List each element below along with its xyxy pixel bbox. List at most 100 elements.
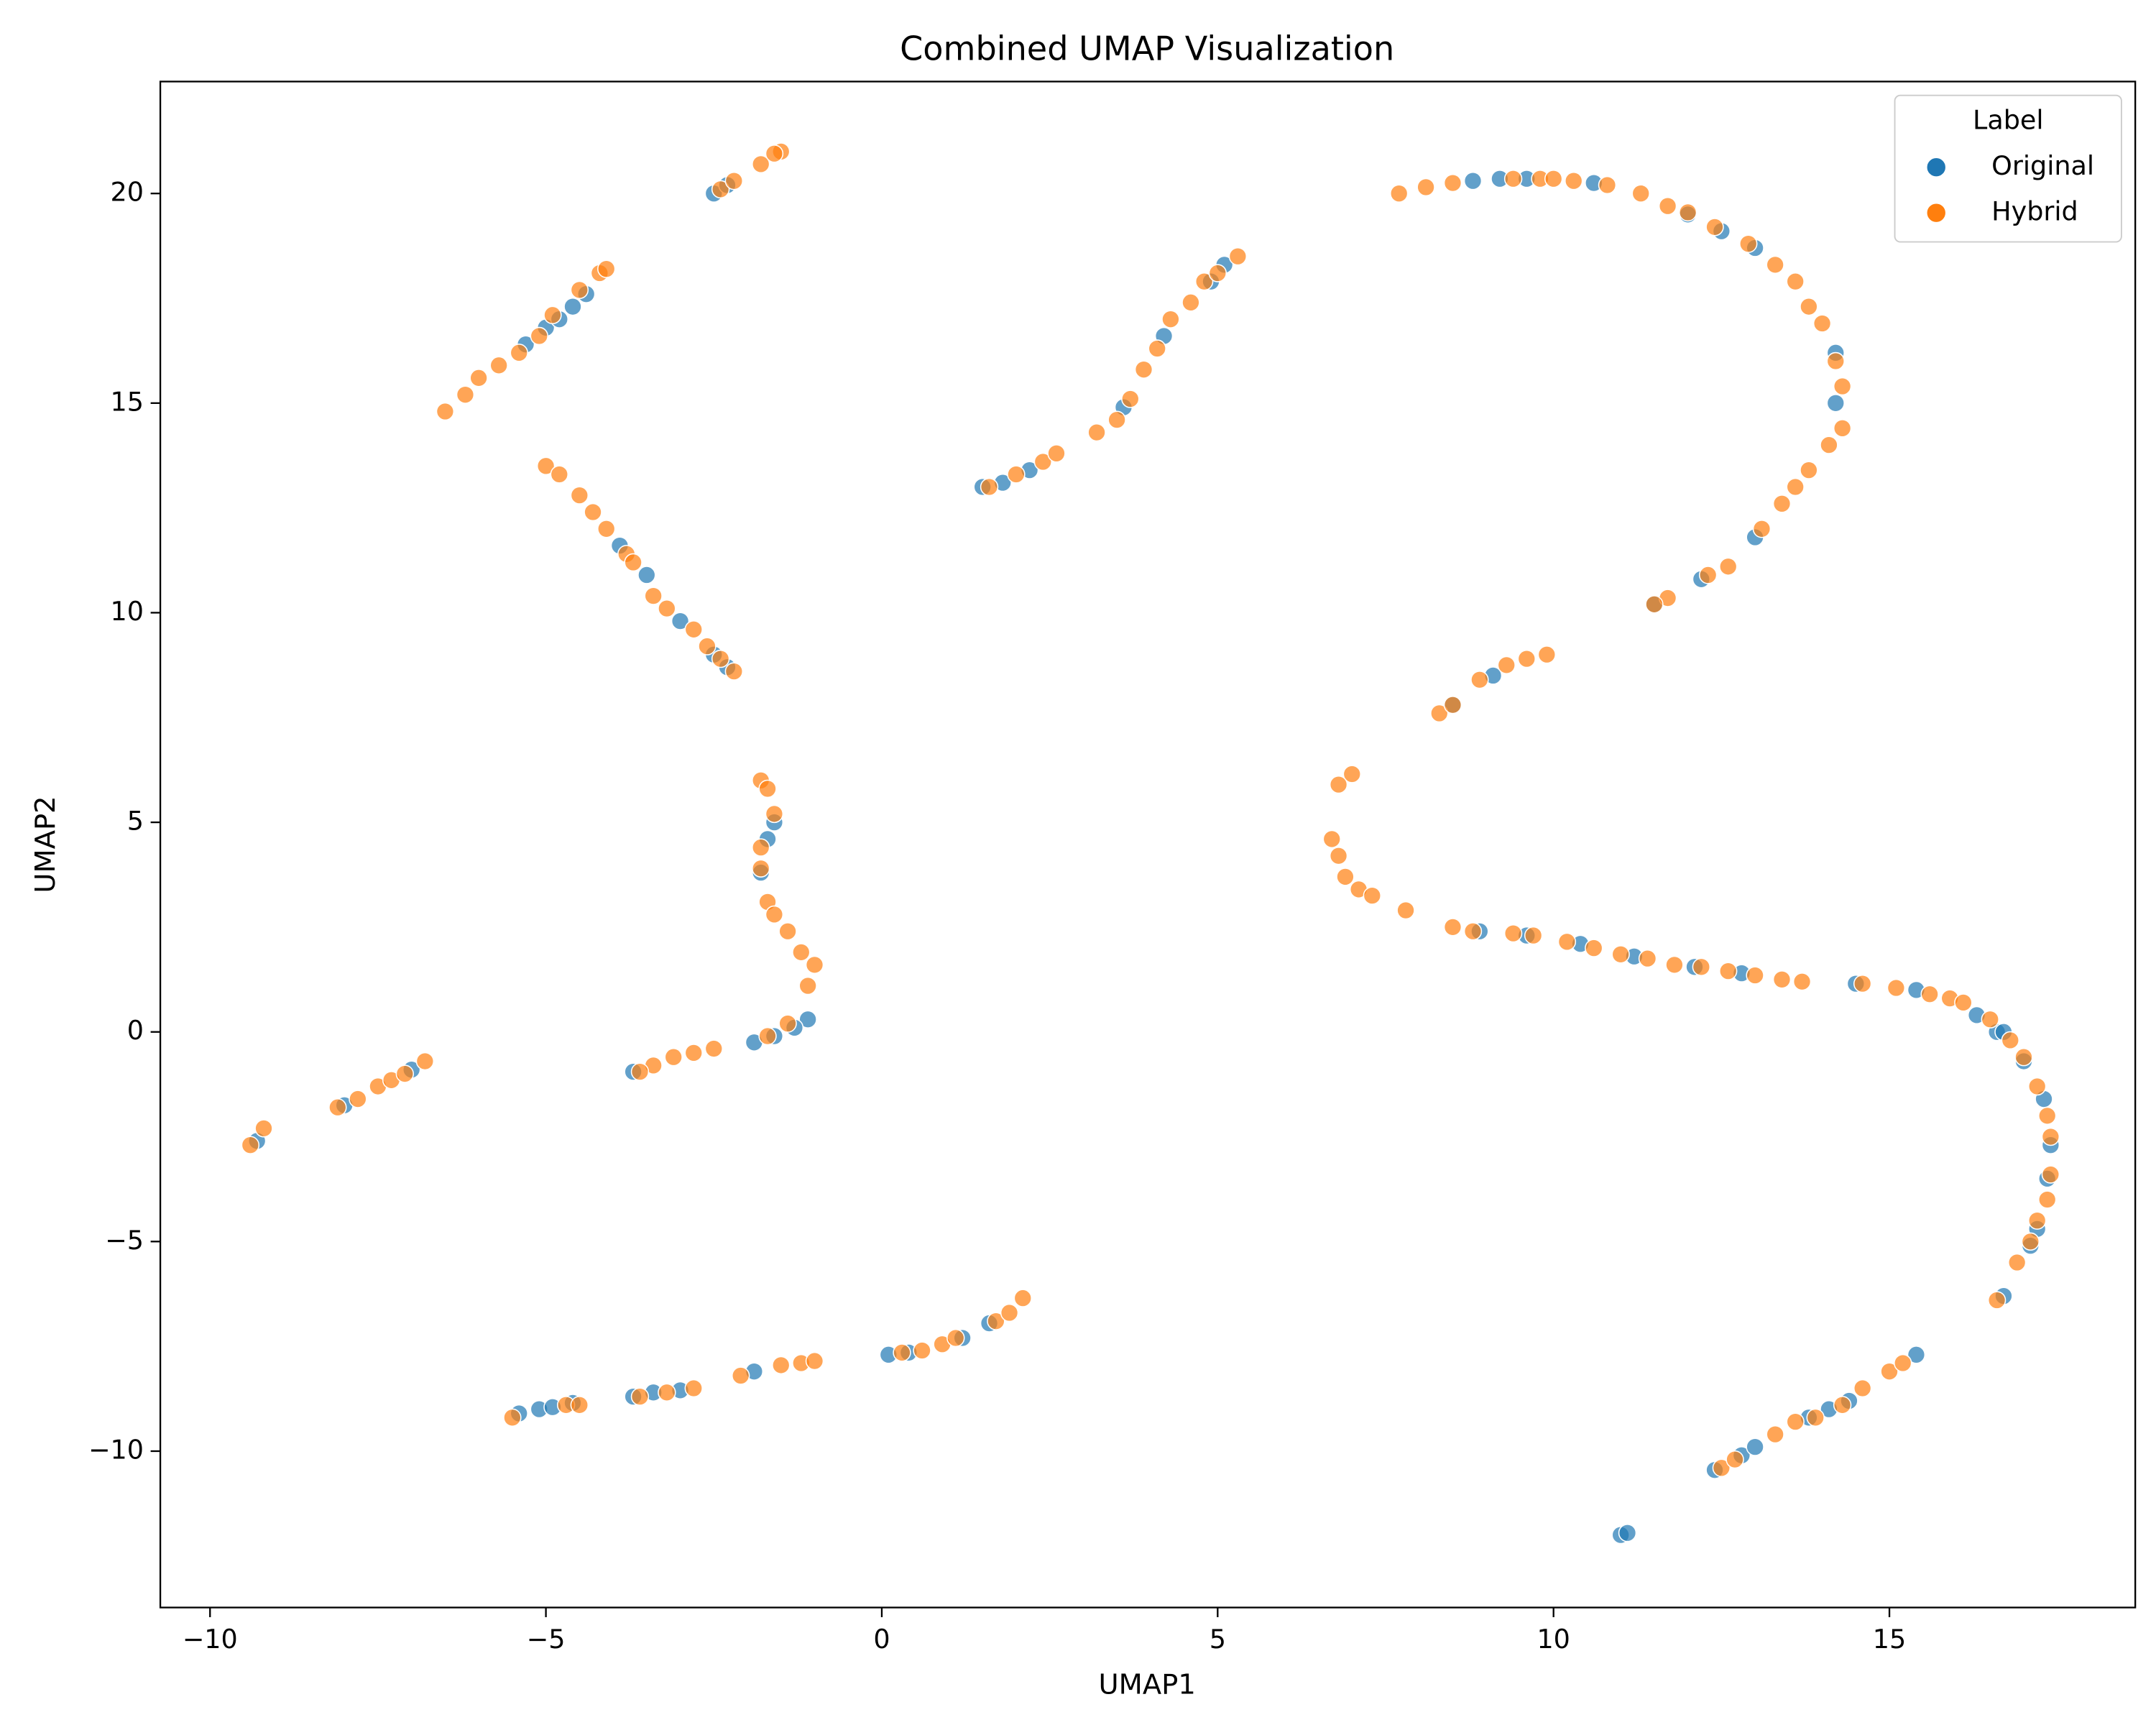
point bbox=[2027, 1211, 2047, 1230]
point bbox=[772, 1356, 791, 1375]
point bbox=[711, 649, 730, 668]
x-tick-label: 10 bbox=[1537, 1624, 1570, 1655]
point bbox=[241, 1136, 260, 1154]
point bbox=[1826, 394, 1845, 413]
point bbox=[536, 456, 556, 476]
point bbox=[758, 779, 777, 799]
point bbox=[1503, 924, 1523, 943]
point bbox=[1598, 175, 1617, 195]
legend-marker bbox=[1926, 202, 1947, 224]
point bbox=[489, 356, 508, 375]
y-tick-label: 0 bbox=[127, 1015, 144, 1046]
point bbox=[1463, 172, 1483, 190]
point bbox=[1719, 962, 1738, 980]
point bbox=[1463, 922, 1483, 941]
point bbox=[1705, 218, 1724, 236]
point bbox=[510, 344, 528, 362]
y-tick-label: −5 bbox=[105, 1225, 144, 1256]
point bbox=[1746, 1438, 1764, 1456]
point bbox=[1853, 1379, 1872, 1398]
point bbox=[570, 486, 589, 505]
point bbox=[2021, 1232, 2040, 1251]
point bbox=[731, 1366, 750, 1385]
point bbox=[254, 1119, 273, 1138]
point bbox=[436, 402, 455, 421]
point bbox=[684, 1044, 703, 1062]
point bbox=[765, 804, 784, 824]
point bbox=[1792, 972, 1812, 991]
y-tick-label: −10 bbox=[88, 1434, 144, 1465]
point bbox=[1800, 461, 1818, 479]
point bbox=[597, 259, 616, 278]
point bbox=[1611, 945, 1630, 964]
point bbox=[1987, 1291, 2007, 1310]
point bbox=[1121, 390, 1140, 408]
point bbox=[1726, 1450, 1744, 1469]
point bbox=[1537, 645, 1557, 664]
point bbox=[724, 172, 744, 190]
point bbox=[980, 477, 999, 497]
point bbox=[805, 1351, 824, 1371]
x-tick-label: 15 bbox=[1873, 1624, 1906, 1655]
point bbox=[684, 620, 703, 639]
point bbox=[1396, 901, 1415, 920]
point bbox=[1678, 203, 1697, 222]
point bbox=[1007, 465, 1026, 484]
point bbox=[1772, 970, 1792, 989]
point bbox=[1443, 918, 1462, 937]
point bbox=[1981, 1010, 1999, 1029]
point bbox=[1181, 293, 1200, 312]
point bbox=[543, 305, 562, 325]
point bbox=[630, 1387, 650, 1406]
point bbox=[1920, 985, 1939, 1003]
point bbox=[1833, 1396, 1852, 1414]
x-tick-label: 5 bbox=[1210, 1624, 1226, 1655]
point bbox=[2038, 1106, 2057, 1126]
point bbox=[1047, 444, 1066, 463]
plot-frame bbox=[159, 80, 2137, 1609]
point bbox=[1208, 264, 1227, 282]
point bbox=[1638, 949, 1657, 968]
point bbox=[1786, 1412, 1805, 1431]
point bbox=[1894, 1353, 1912, 1373]
y-tick-label: 5 bbox=[127, 806, 144, 837]
x-axis-label: UMAP1 bbox=[1099, 1669, 1196, 1701]
point bbox=[1665, 955, 1684, 975]
point bbox=[758, 1026, 777, 1046]
point bbox=[1524, 926, 1543, 945]
legend: Label Original Hybrid bbox=[1894, 94, 2122, 243]
point bbox=[630, 1062, 650, 1081]
point bbox=[664, 1048, 683, 1067]
point bbox=[563, 297, 582, 316]
point bbox=[644, 586, 663, 605]
point bbox=[1342, 765, 1361, 783]
point bbox=[1712, 1458, 1731, 1478]
point bbox=[395, 1064, 415, 1083]
point bbox=[752, 859, 770, 878]
point bbox=[987, 1312, 1005, 1330]
point bbox=[1631, 184, 1650, 203]
point bbox=[1107, 410, 1126, 429]
point bbox=[1907, 1346, 1926, 1364]
point bbox=[913, 1341, 931, 1360]
point bbox=[1194, 272, 1214, 291]
point bbox=[1752, 520, 1772, 538]
x-tick-label: −10 bbox=[183, 1624, 238, 1655]
x-tick-label: 0 bbox=[873, 1624, 890, 1655]
chart-title: Combined UMAP Visualization bbox=[900, 29, 1394, 68]
point bbox=[1880, 1362, 1899, 1381]
point bbox=[550, 465, 568, 484]
point bbox=[946, 1328, 965, 1348]
point bbox=[1618, 1524, 1637, 1542]
point bbox=[658, 1383, 676, 1402]
point bbox=[1557, 932, 1577, 952]
scatter-points bbox=[241, 142, 2060, 1545]
y-tick-label: 10 bbox=[111, 596, 144, 627]
point bbox=[671, 612, 690, 630]
point bbox=[1772, 494, 1792, 513]
point bbox=[1416, 178, 1435, 197]
point bbox=[2038, 1190, 2057, 1209]
point bbox=[624, 553, 642, 572]
point bbox=[1766, 1425, 1784, 1444]
